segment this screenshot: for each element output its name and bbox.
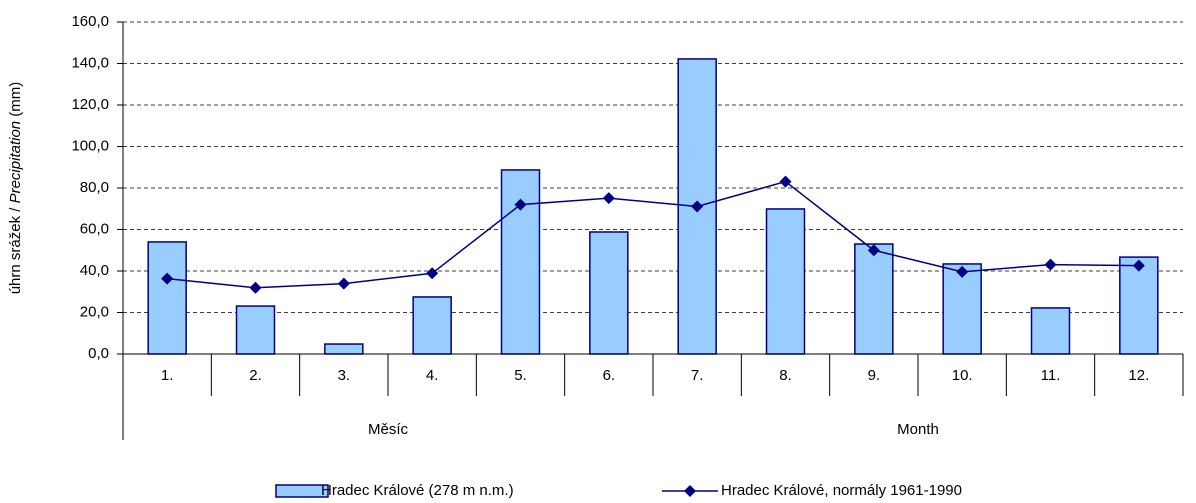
marker [249,281,262,294]
y-label-part: úhrn srážek / [7,203,24,294]
legend-label: Hradec Králové, normály 1961-1990 [721,482,962,499]
bar [589,231,629,355]
legend-swatch [275,484,329,498]
marker [426,267,439,280]
y-label-part: (mm) [7,82,24,121]
x-tick-label: 3. [338,367,351,384]
y-tick-label: 160,0 [71,13,109,30]
y-tick-label: 0,0 [88,345,109,362]
marker [1132,259,1145,272]
bar [235,305,276,355]
x-tick-label: 6. [603,367,616,384]
y-tick-label: 80,0 [80,179,109,196]
bar [324,343,364,355]
bar [1119,256,1159,355]
legend-marker [684,485,696,497]
y-label-part: Precipitation [7,121,24,204]
x-axis-label: Měsíc [368,421,409,438]
x-tick-label: 11. [1041,367,1061,384]
x-tick-label: 2. [249,367,262,384]
bar [500,169,541,355]
marker [1044,258,1057,271]
line [167,180,1139,289]
marker [956,265,969,278]
y-tick-label: 140,0 [71,54,109,71]
y-axis-label: úhrn srážek / Precipitation (mm) [7,82,24,295]
marker [691,200,704,213]
marker [867,244,880,257]
x-tick-label: 5. [514,367,527,384]
x-tick-label: 10. [952,367,973,384]
bar [412,296,452,355]
x-tick-label: 9. [868,367,881,384]
marker [337,277,350,290]
x-axis-label: Month [897,421,939,438]
y-tick-label: 100,0 [71,137,109,154]
legend-label: Hradec Králové (278 m n.m.) [321,482,514,499]
bar [1030,307,1071,355]
x-tick-label: 12. [1128,367,1149,384]
x-tick-label: 1. [161,367,174,384]
x-tick-label: 8. [779,367,792,384]
x-tick-label: 4. [426,367,439,384]
y-tick-label: 20,0 [80,303,109,320]
y-tick-label: 60,0 [80,220,109,237]
bar [147,241,187,355]
marker [602,192,615,205]
marker [514,198,527,211]
marker [161,272,174,285]
y-tick-label: 120,0 [71,96,109,113]
y-tick-label: 40,0 [80,262,109,279]
bar [765,208,806,355]
bar [854,243,894,355]
marker [779,175,792,188]
x-tick-label: 7. [691,367,704,384]
